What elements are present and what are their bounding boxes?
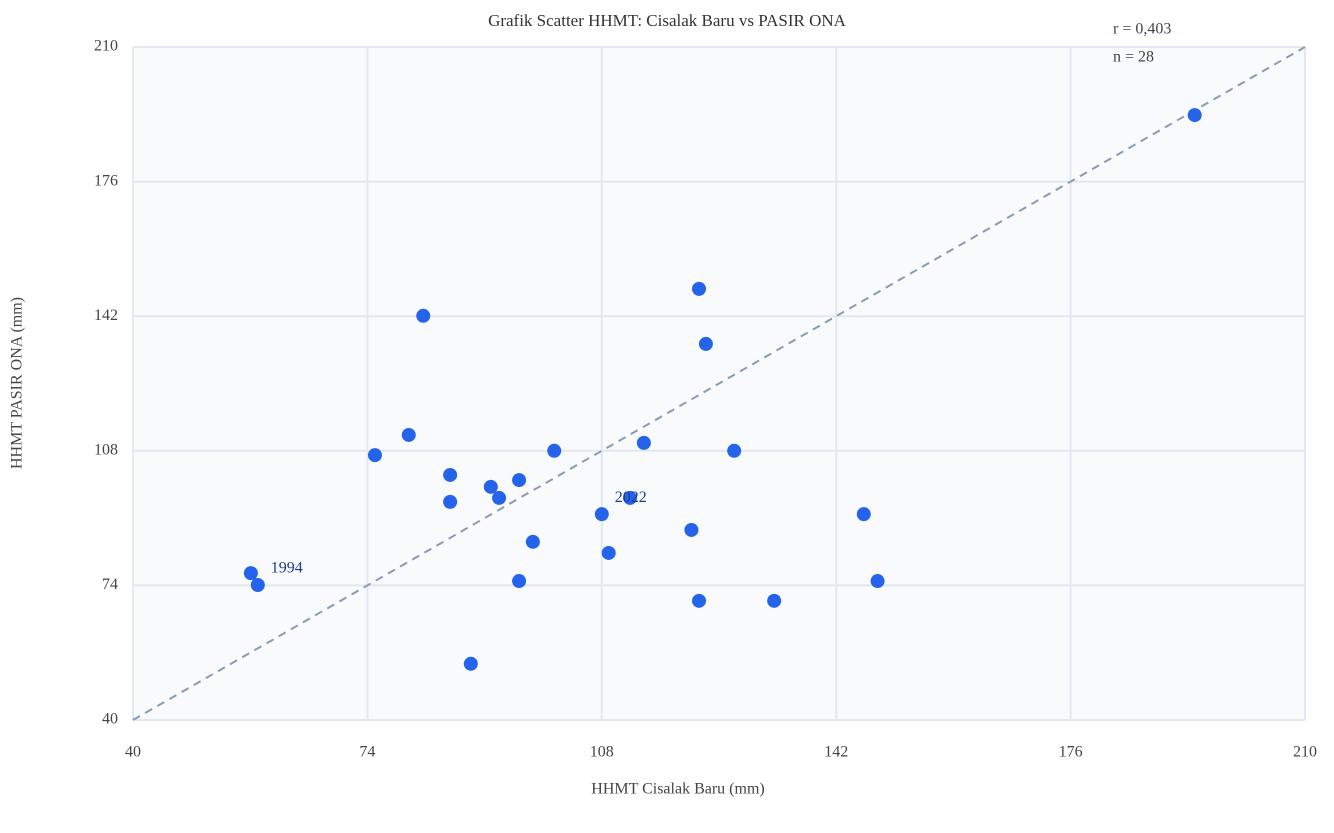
point	[512, 574, 527, 589]
y-tick-label: 40	[102, 711, 118, 728]
point-label: 2022	[615, 489, 647, 506]
point	[856, 507, 871, 522]
point	[443, 494, 458, 509]
point	[443, 467, 458, 482]
point	[636, 435, 651, 450]
point	[547, 443, 562, 458]
point	[870, 574, 885, 589]
point	[698, 336, 713, 351]
x-tick-label: 74	[359, 744, 375, 761]
point	[601, 545, 616, 560]
point	[525, 534, 540, 549]
point	[512, 473, 527, 488]
point	[250, 578, 265, 593]
point	[692, 593, 707, 608]
point	[1187, 108, 1202, 123]
point	[684, 522, 699, 537]
point	[594, 507, 609, 522]
y-tick-label: 210	[94, 38, 118, 55]
annotation: r = 0,403	[1113, 21, 1171, 38]
point	[401, 427, 416, 442]
annotation: n = 28	[1113, 49, 1154, 66]
x-axis-label: HHMT Cisalak Baru (mm)	[591, 781, 764, 798]
y-tick-label: 142	[94, 307, 118, 324]
point	[492, 490, 507, 505]
point	[243, 566, 258, 581]
point	[623, 490, 638, 505]
y-tick-label: 108	[94, 441, 118, 458]
x-tick-label: 108	[590, 744, 614, 761]
y-tick-label: 74	[102, 576, 118, 593]
x-tick-label: 40	[125, 744, 141, 761]
chart-title: Grafik Scatter HHMT: Cisalak Baru vs PAS…	[488, 11, 847, 30]
point	[767, 593, 782, 608]
x-tick-label: 142	[824, 744, 848, 761]
point	[416, 308, 431, 323]
point	[483, 479, 498, 494]
point	[727, 443, 742, 458]
point-label: 1994	[271, 560, 303, 577]
x-tick-label: 176	[1059, 744, 1083, 761]
point	[463, 656, 478, 671]
reference-line	[132, 46, 1306, 721]
point	[692, 281, 707, 296]
x-tick-label: 210	[1293, 744, 1317, 761]
y-tick-label: 176	[94, 172, 118, 189]
point	[367, 448, 382, 463]
y-axis-label: HHMT PASIR ONA (mm)	[9, 297, 26, 469]
